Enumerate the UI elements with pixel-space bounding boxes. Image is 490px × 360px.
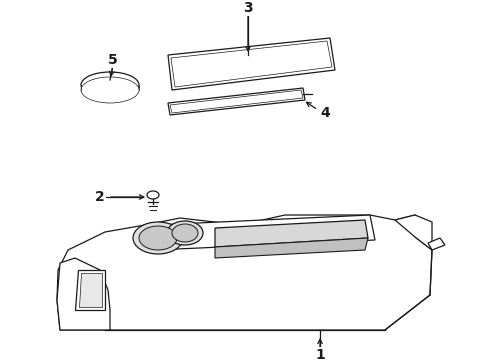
Ellipse shape [133, 222, 183, 254]
Text: 2: 2 [95, 190, 105, 204]
Polygon shape [168, 88, 305, 115]
Polygon shape [168, 38, 335, 90]
Text: 4: 4 [320, 106, 330, 120]
Polygon shape [155, 215, 375, 250]
Polygon shape [215, 238, 368, 258]
Ellipse shape [147, 191, 159, 199]
Ellipse shape [81, 72, 139, 98]
Polygon shape [428, 238, 445, 250]
Polygon shape [215, 220, 368, 247]
Ellipse shape [167, 221, 203, 245]
Ellipse shape [81, 77, 139, 103]
Polygon shape [75, 270, 105, 310]
Text: 1: 1 [315, 348, 325, 360]
Polygon shape [395, 215, 432, 250]
Text: 5: 5 [108, 53, 118, 67]
Polygon shape [57, 258, 110, 330]
Ellipse shape [139, 226, 177, 250]
Polygon shape [170, 90, 303, 113]
Text: 3: 3 [243, 1, 253, 15]
Ellipse shape [172, 224, 198, 242]
Polygon shape [171, 41, 332, 87]
Polygon shape [79, 273, 102, 307]
Polygon shape [57, 215, 432, 330]
